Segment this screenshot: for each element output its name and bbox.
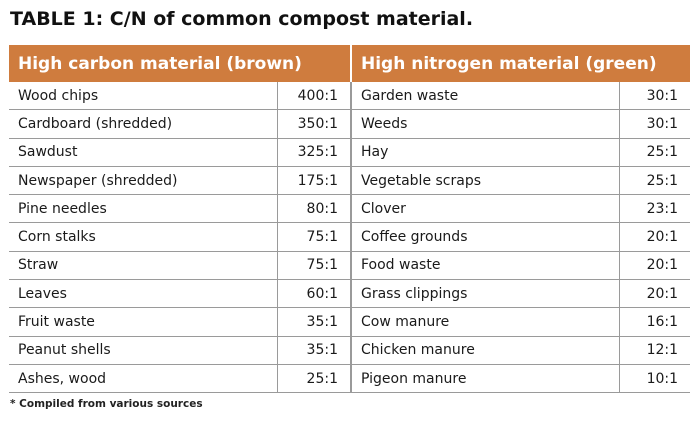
carbon-material-name: Cardboard (shredded) — [9, 109, 277, 139]
nitrogen-material-name: Grass clippings — [350, 279, 619, 309]
carbon-ratio: 35:1 — [276, 336, 351, 365]
carbon-ratio: 80:1 — [276, 194, 351, 224]
nitrogen-material-name: Hay — [350, 138, 619, 167]
nitrogen-ratio: 23:1 — [618, 194, 691, 224]
carbon-ratio: 350:1 — [276, 109, 351, 139]
cn-ratio-table: High carbon material (brown) High nitrog… — [9, 45, 691, 394]
table-title: TABLE 1: C/N of common compost material. — [10, 8, 474, 30]
table-row: Cardboard (shredded) 350:1 Weeds 30:1 — [9, 109, 691, 139]
carbon-header: High carbon material (brown) — [9, 45, 351, 82]
carbon-ratio: 35:1 — [276, 307, 351, 337]
nitrogen-ratio: 10:1 — [618, 364, 691, 394]
nitrogen-ratio: 20:1 — [618, 279, 691, 309]
nitrogen-ratio: 20:1 — [618, 222, 691, 252]
table-row: Corn stalks 75:1 Coffee grounds 20:1 — [9, 222, 691, 252]
nitrogen-material-name: Food waste — [350, 251, 619, 281]
carbon-ratio: 60:1 — [276, 279, 351, 309]
footnote: * Compiled from various sources — [10, 398, 203, 410]
carbon-ratio: 325:1 — [276, 138, 351, 167]
carbon-material-name: Newspaper (shredded) — [9, 166, 277, 196]
nitrogen-material-name: Clover — [350, 194, 619, 224]
carbon-material-name: Peanut shells — [9, 336, 277, 365]
table-row: Wood chips 400:1 Garden waste 30:1 — [9, 82, 691, 111]
carbon-material-name: Sawdust — [9, 138, 277, 167]
nitrogen-ratio: 25:1 — [618, 138, 691, 167]
table-body: Wood chips 400:1 Garden waste 30:1 Cardboard… — [9, 82, 691, 394]
table-row: Straw 75:1 Food waste 20:1 — [9, 251, 691, 281]
nitrogen-ratio: 30:1 — [618, 82, 691, 111]
nitrogen-material-name: Pigeon manure — [350, 364, 619, 394]
carbon-ratio: 25:1 — [276, 364, 351, 394]
carbon-material-name: Fruit waste — [9, 307, 277, 337]
nitrogen-ratio: 16:1 — [618, 307, 691, 337]
carbon-ratio: 75:1 — [276, 251, 351, 281]
nitrogen-header: High nitrogen material (green) — [349, 45, 691, 82]
table-row: Ashes, wood 25:1 Pigeon manure 10:1 — [9, 364, 691, 394]
table-row: Leaves 60:1 Grass clippings 20:1 — [9, 279, 691, 309]
nitrogen-ratio: 25:1 — [618, 166, 691, 196]
nitrogen-material-name: Weeds — [350, 109, 619, 139]
nitrogen-ratio: 30:1 — [618, 109, 691, 139]
nitrogen-material-name: Chicken manure — [350, 336, 619, 365]
carbon-material-name: Corn stalks — [9, 222, 277, 252]
header-row: High carbon material (brown) High nitrog… — [9, 45, 691, 82]
nitrogen-material-name: Coffee grounds — [350, 222, 619, 252]
nitrogen-material-name: Vegetable scraps — [350, 166, 619, 196]
carbon-material-name: Wood chips — [9, 82, 277, 111]
table-row: Peanut shells 35:1 Chicken manure 12:1 — [9, 336, 691, 365]
nitrogen-ratio: 20:1 — [618, 251, 691, 281]
carbon-ratio: 400:1 — [276, 82, 351, 111]
carbon-material-name: Ashes, wood — [9, 364, 277, 394]
table-row: Fruit waste 35:1 Cow manure 16:1 — [9, 307, 691, 337]
carbon-material-name: Pine needles — [9, 194, 277, 224]
carbon-ratio: 75:1 — [276, 222, 351, 252]
carbon-ratio: 175:1 — [276, 166, 351, 196]
table-row: Pine needles 80:1 Clover 23:1 — [9, 194, 691, 224]
carbon-material-name: Straw — [9, 251, 277, 281]
table-row: Newspaper (shredded) 175:1 Vegetable scrap… — [9, 166, 691, 196]
nitrogen-material-name: Cow manure — [350, 307, 619, 337]
carbon-material-name: Leaves — [9, 279, 277, 309]
table-row: Sawdust 325:1 Hay 25:1 — [9, 138, 691, 167]
nitrogen-material-name: Garden waste — [350, 82, 619, 111]
nitrogen-ratio: 12:1 — [618, 336, 691, 365]
